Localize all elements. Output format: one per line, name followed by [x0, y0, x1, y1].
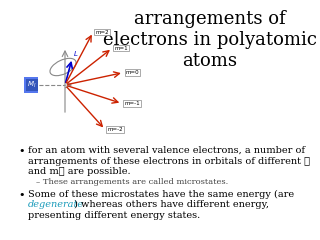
Text: presenting different energy states.: presenting different energy states.	[28, 210, 200, 220]
Text: for an atom with several valence electrons, a number of: for an atom with several valence electro…	[28, 146, 305, 155]
Text: m=2: m=2	[95, 30, 109, 35]
Text: m=-1: m=-1	[124, 101, 140, 106]
Text: m=0: m=0	[126, 70, 139, 75]
Text: L: L	[74, 51, 78, 57]
Text: m=-2: m=-2	[107, 127, 123, 132]
Text: $M_l$: $M_l$	[26, 79, 36, 91]
Text: arrangements of these electrons in orbitals of different ℓ: arrangements of these electrons in orbit…	[28, 156, 310, 166]
Text: ) whereas others have different energy,: ) whereas others have different energy,	[74, 200, 269, 209]
Text: – These arrangements are called microstates.: – These arrangements are called microsta…	[36, 179, 228, 186]
Text: Some of these microstates have the same energy (are: Some of these microstates have the same …	[28, 190, 294, 199]
Text: $M_l$: $M_l$	[27, 80, 37, 90]
Text: degenerate: degenerate	[28, 200, 84, 209]
Text: •: •	[18, 146, 25, 156]
Text: arrangements of
electrons in polyatomic
atoms: arrangements of electrons in polyatomic …	[103, 10, 317, 70]
Text: •: •	[18, 190, 25, 199]
Text: and mℓ are possible.: and mℓ are possible.	[28, 167, 131, 176]
Text: m=1: m=1	[114, 46, 128, 51]
